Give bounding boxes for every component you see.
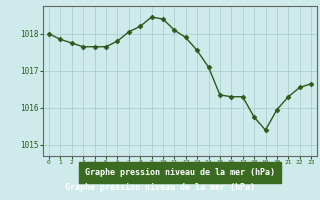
X-axis label: Graphe pression niveau de la mer (hPa): Graphe pression niveau de la mer (hPa) [85, 168, 275, 177]
Text: Graphe pression niveau de la mer (hPa): Graphe pression niveau de la mer (hPa) [65, 182, 255, 192]
